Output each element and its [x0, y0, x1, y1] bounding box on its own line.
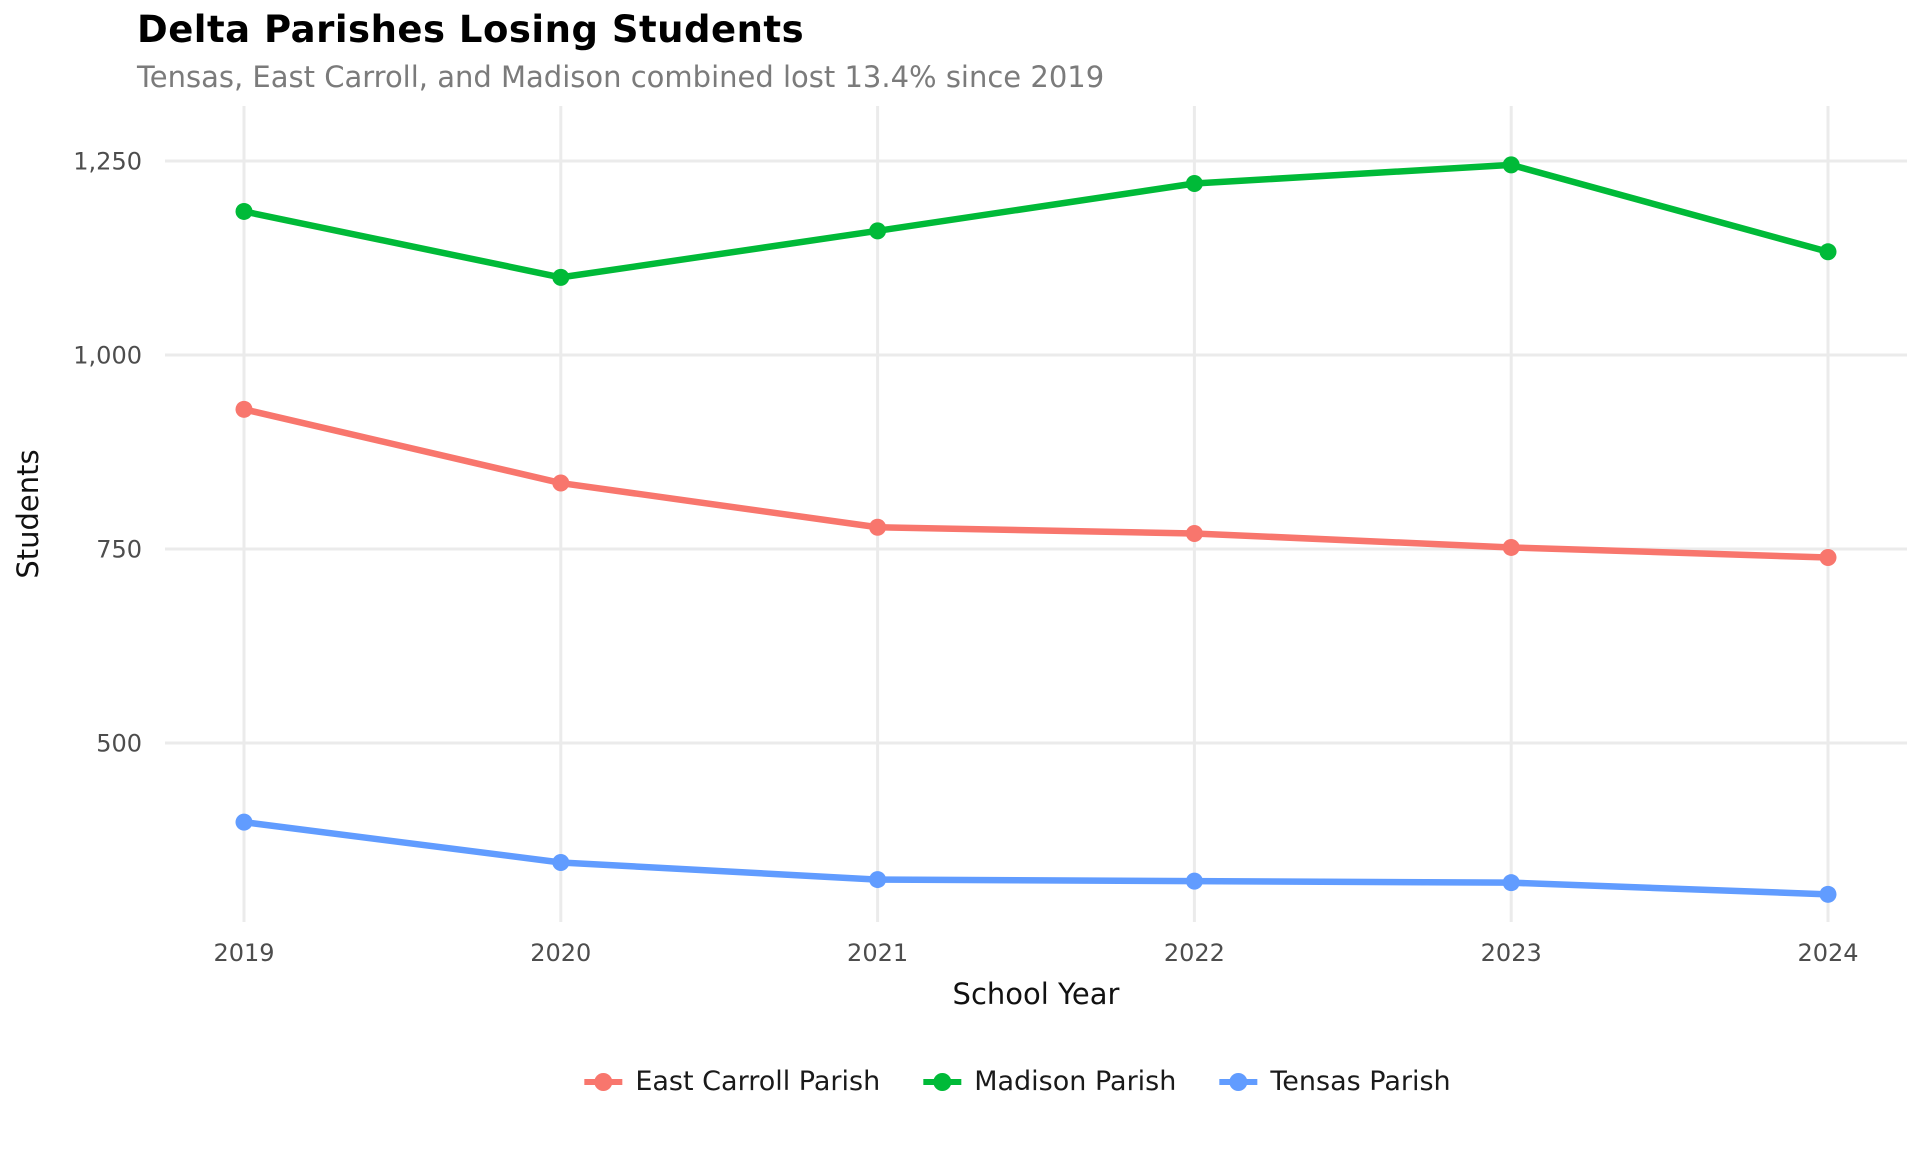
data-point	[1819, 549, 1837, 567]
series-line	[240, 406, 1832, 561]
x-tick-label: 2020	[530, 939, 591, 967]
series-line	[240, 161, 1832, 281]
data-point	[1502, 874, 1520, 892]
legend-item-madison: Madison Parish	[920, 1066, 1176, 1097]
data-point	[1185, 175, 1203, 193]
series-line	[240, 818, 1832, 898]
data-point	[235, 813, 253, 831]
x-tick-label: 2023	[1481, 939, 1542, 967]
data-point	[869, 871, 887, 889]
data-point	[869, 518, 887, 536]
legend: East Carroll Parish Madison Parish Tensa…	[581, 1066, 1451, 1097]
data-point	[1185, 872, 1203, 890]
x-tick-label: 2021	[847, 939, 908, 967]
chart-title: Delta Parishes Losing Students	[137, 8, 805, 51]
y-tick-label: 1,250	[73, 148, 142, 176]
chart-subtitle: Tensas, East Carroll, and Madison combin…	[137, 60, 1105, 94]
y-tick-label: 750	[96, 536, 142, 564]
data-point	[1502, 156, 1520, 174]
data-point	[235, 202, 253, 220]
data-point	[1819, 885, 1837, 903]
legend-label: Tensas Parish	[1270, 1066, 1451, 1097]
legend-label: East Carroll Parish	[635, 1066, 881, 1097]
x-tick-label: 2019	[213, 939, 274, 967]
data-point	[1185, 524, 1203, 542]
data-point	[1819, 243, 1837, 261]
line-point-marker-icon	[923, 1072, 962, 1091]
x-axis-title: School Year	[953, 977, 1120, 1011]
x-tick-label: 2024	[1797, 939, 1858, 967]
data-point	[235, 400, 253, 418]
y-tick-label: 500	[96, 730, 142, 758]
y-axis-title: Students	[11, 449, 45, 578]
legend-label: Madison Parish	[974, 1066, 1177, 1097]
data-point	[869, 222, 887, 240]
data-point	[552, 854, 570, 872]
data-point	[1502, 538, 1520, 556]
legend-item-tensas: Tensas Parish	[1216, 1066, 1451, 1097]
y-tick-label: 1,000	[73, 342, 142, 370]
line-point-marker-icon	[584, 1072, 623, 1091]
line-point-marker-icon	[1219, 1072, 1258, 1091]
data-point	[552, 268, 570, 286]
legend-item-east-carroll: East Carroll Parish	[581, 1066, 880, 1097]
x-tick-label: 2022	[1164, 939, 1225, 967]
data-point	[552, 474, 570, 492]
